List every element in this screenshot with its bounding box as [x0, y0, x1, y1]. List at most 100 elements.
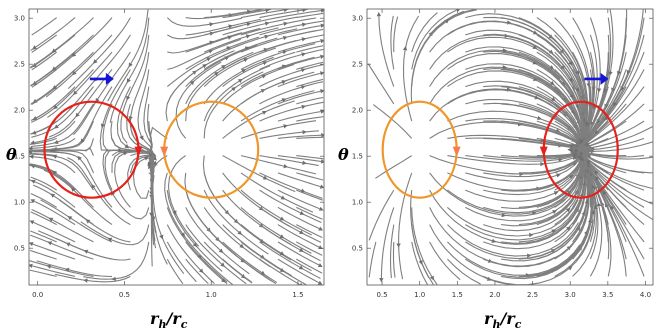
streamline: [277, 224, 320, 248]
streamline: [277, 241, 320, 266]
streamline-arrowhead: [29, 263, 33, 269]
streamline-arrowhead: [264, 34, 269, 39]
streamline: [69, 34, 131, 110]
streamline-arrowhead: [29, 146, 33, 151]
streamline: [240, 258, 277, 285]
streamline-arrowhead: [198, 268, 204, 274]
streamline-arrowhead: [320, 159, 324, 164]
streamline: [447, 20, 576, 76]
streamline: [240, 172, 314, 213]
streamline-arrowhead: [220, 278, 226, 283]
streamline: [277, 56, 321, 70]
streamline-arrowhead: [246, 22, 252, 27]
streamline-arrowhead: [139, 135, 144, 141]
streamline-arrowhead: [48, 217, 54, 222]
streamline-arrowhead: [578, 138, 584, 143]
streamline: [137, 69, 155, 172]
streamline-arrowhead: [281, 98, 287, 103]
streamline-arrowhead: [301, 52, 306, 57]
streamline: [501, 34, 585, 131]
streamline-arrowhead: [300, 68, 306, 73]
x-axis-label: rh/rc: [150, 309, 188, 331]
streamline: [296, 241, 323, 256]
streamline-arrowhead: [279, 234, 285, 239]
direction-arrow-head: [600, 72, 609, 85]
streamline-arrowhead: [126, 95, 131, 101]
streamline-arrowhead: [71, 52, 77, 57]
streamline-arrowhead: [299, 210, 305, 215]
streamline: [166, 190, 223, 272]
streamline-arrowhead: [208, 49, 214, 54]
streamline-arrowhead: [551, 96, 556, 101]
streamline-arrowhead: [51, 48, 57, 53]
streamline: [259, 224, 321, 262]
streamline: [31, 17, 58, 36]
streamline: [114, 151, 154, 208]
streamline-arrowhead: [376, 12, 382, 17]
streamline: [30, 17, 76, 51]
y-tick-label: 2.5: [14, 61, 25, 69]
x-tick-label: 1.5: [292, 291, 303, 299]
streamline-arrowhead: [610, 205, 615, 211]
streamline-arrowhead: [46, 264, 52, 269]
y-axis-label: θ: [338, 145, 349, 164]
streamline-arrowhead: [283, 21, 288, 27]
streamline: [148, 172, 185, 275]
streamline-arrowhead: [302, 160, 307, 165]
streamline: [259, 189, 322, 224]
streamline: [29, 249, 57, 260]
streamline: [259, 64, 324, 88]
streamline-arrowhead: [320, 38, 324, 44]
streamline: [99, 69, 131, 151]
streamline: [398, 172, 413, 280]
streamline: [368, 189, 395, 241]
streamline-arrowhead: [243, 58, 249, 63]
streamline: [259, 34, 324, 53]
streamline: [32, 265, 76, 277]
overlay: [43, 72, 260, 199]
streamline: [296, 136, 324, 139]
streamline-arrowhead: [595, 176, 600, 181]
streamline: [166, 224, 215, 285]
streamline: [240, 43, 316, 70]
streamline: [222, 9, 272, 19]
streamline: [296, 116, 324, 122]
streamline-arrowhead: [319, 184, 324, 189]
streamline-arrowhead: [281, 80, 287, 85]
streamline-arrowhead: [456, 9, 461, 12]
streamline: [33, 200, 76, 226]
streamline-arrowhead: [239, 243, 244, 249]
streamline: [277, 72, 321, 88]
streamline-arrowhead: [85, 219, 91, 224]
streamline: [592, 9, 614, 124]
streamline: [31, 69, 94, 123]
streamline: [447, 53, 576, 105]
y-axis-label: θ: [6, 145, 17, 164]
streamline: [277, 10, 322, 19]
streamline: [447, 222, 579, 257]
streamline: [148, 126, 168, 213]
streamline: [601, 9, 644, 121]
streamline-arrowhead: [532, 60, 538, 65]
x-tick-label: 3.0: [565, 291, 576, 299]
streamline-arrowhead: [93, 59, 98, 64]
streamline-arrowhead: [318, 226, 324, 231]
streamline-arrowhead: [282, 50, 288, 55]
streamline: [259, 155, 319, 167]
x-ticks: 0.0 0.5 1.0 1.5: [32, 9, 304, 299]
streamline-arrowhead: [107, 237, 113, 242]
streamline-arrowhead: [128, 62, 133, 68]
streamline: [465, 146, 583, 202]
streamline: [447, 89, 581, 138]
streamline: [296, 96, 324, 105]
streamline-arrowhead: [220, 262, 225, 267]
streamline-arrowhead: [317, 263, 323, 267]
streamline: [164, 172, 210, 265]
streamline: [203, 172, 266, 244]
streamline: [259, 20, 324, 36]
streamline-arrowhead: [501, 212, 506, 218]
winding-arrow: [160, 146, 169, 157]
streamline: [29, 260, 94, 277]
streamline-arrowhead: [67, 216, 73, 221]
streamline: [222, 51, 296, 88]
